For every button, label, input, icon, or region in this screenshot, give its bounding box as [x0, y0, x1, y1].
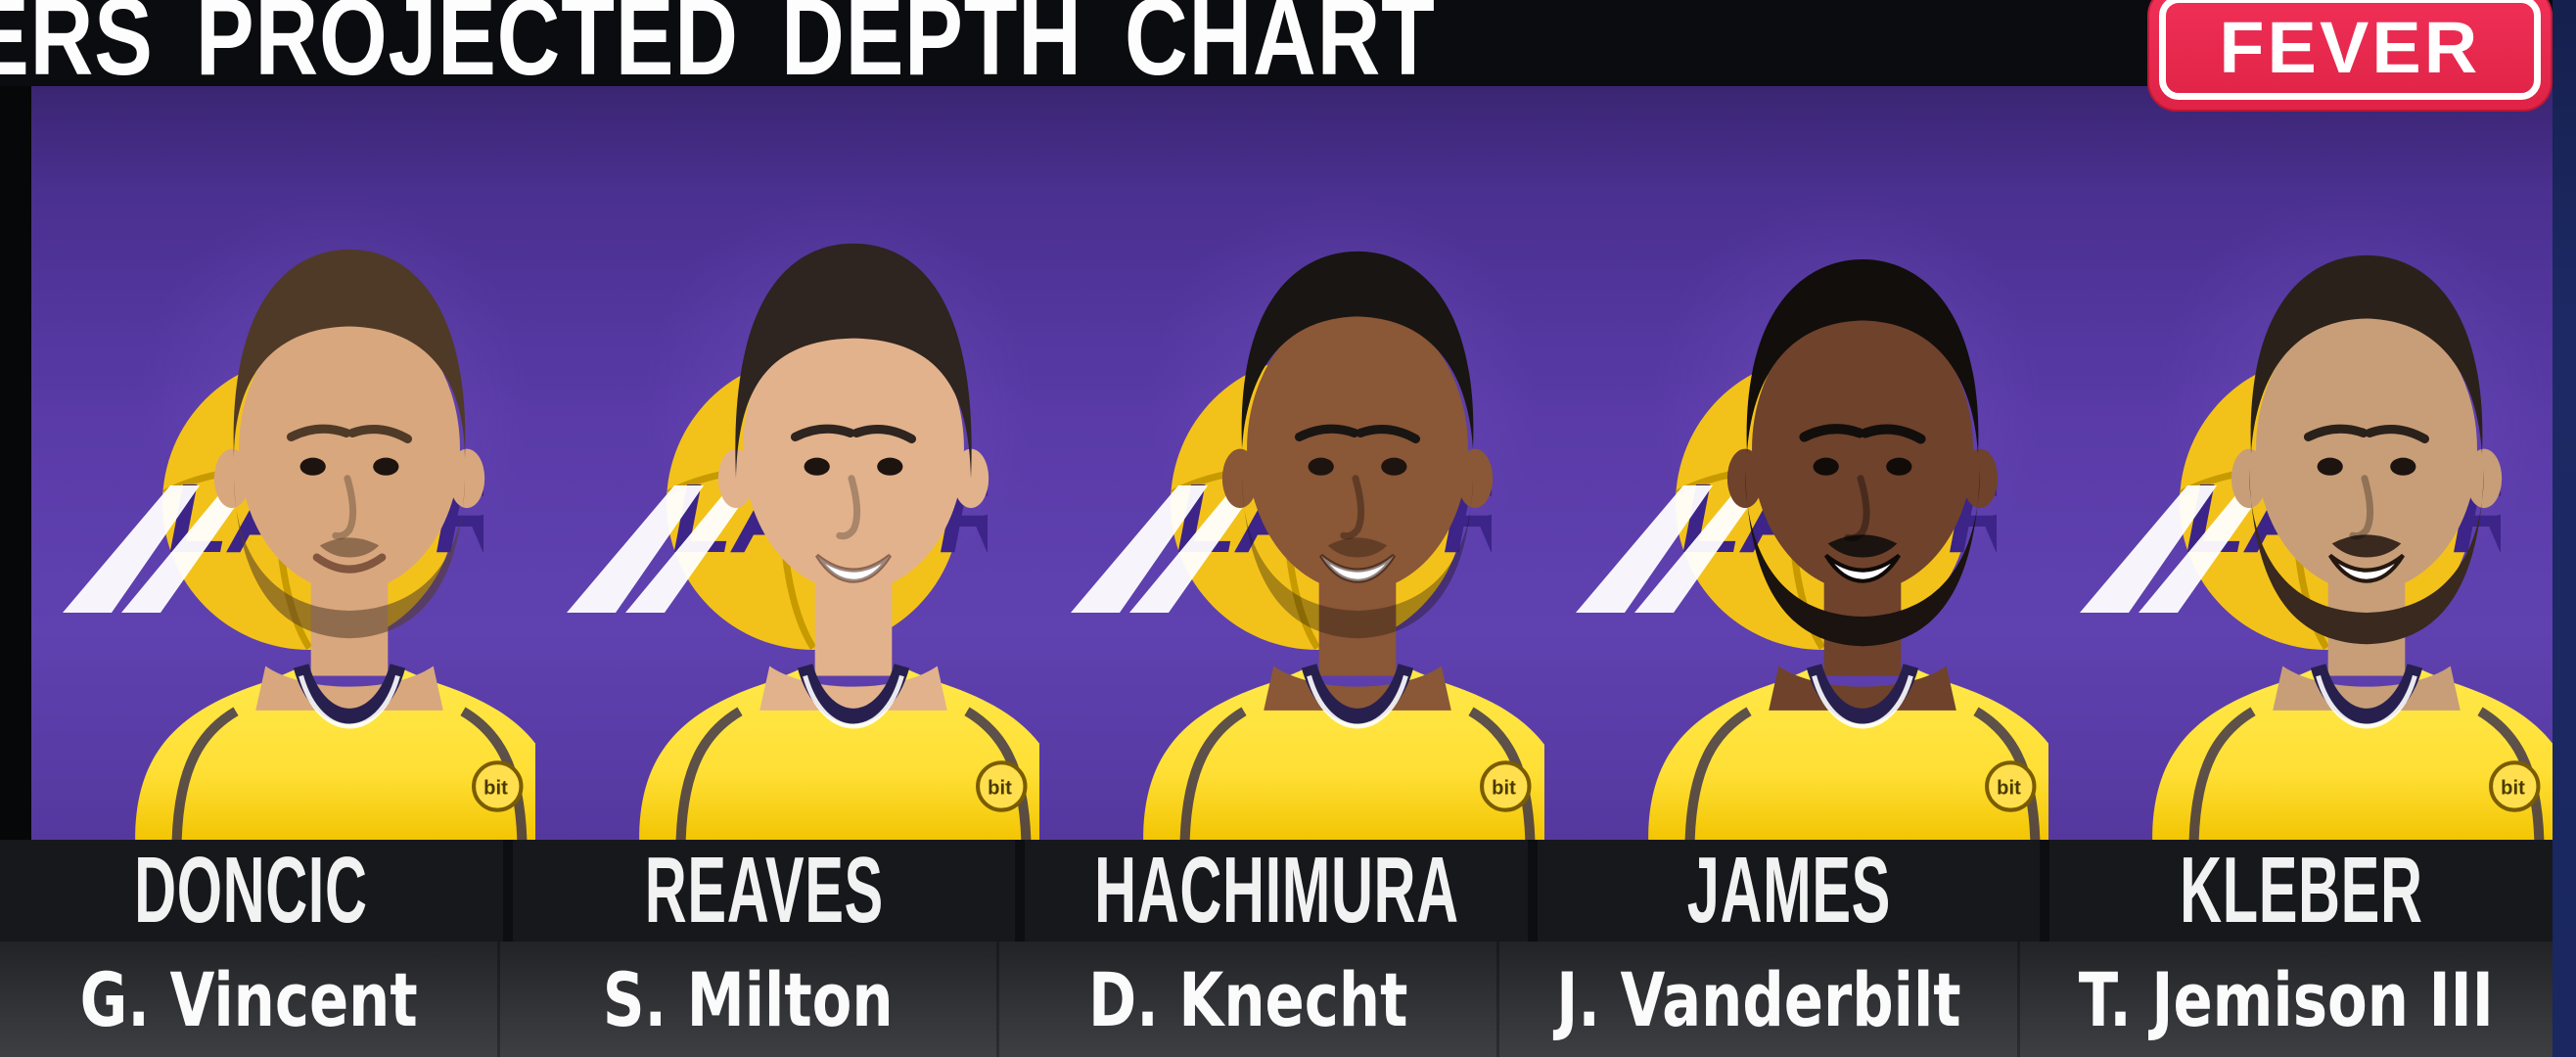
player-panel-reaves: LAKERS bit [535, 86, 1040, 840]
title-bar: ERS PROJECTED DEPTH CHART [0, 0, 2553, 86]
page-title: ERS PROJECTED DEPTH CHART [0, 0, 1436, 86]
player-panel-kleber: LAKERS bit [2047, 86, 2553, 840]
player-photo: bit [135, 249, 536, 840]
second-unit-name: G. Vincent [79, 955, 418, 1043]
player-panel-doncic: LAKERS bit [31, 86, 536, 840]
starters-row: DONCIC REAVES HACHIMURA JAMES KLEBER [0, 840, 2553, 942]
right-edge-strip [2553, 0, 2576, 1057]
player-photo: bit [1143, 251, 1544, 840]
svg-text:bit: bit [483, 778, 508, 800]
photo-row: LAKERS bit [0, 86, 2553, 840]
player-photo: bit [2151, 254, 2553, 840]
svg-text:bit: bit [1493, 778, 1517, 800]
svg-text:bit: bit [1997, 778, 2021, 800]
svg-text:bit: bit [2501, 778, 2525, 800]
fever-badge: FEVER [2147, 0, 2553, 112]
second-unit-name: D. Knecht [996, 942, 1496, 1057]
starter-name-doncic: DONCIC [0, 840, 503, 942]
second-unit-row: G. Vincent S. Milton D. Knecht J. Vander… [0, 942, 2553, 1057]
fever-badge-border: FEVER [2159, 0, 2541, 100]
second-unit-name: T. Jemison III [2017, 942, 2553, 1057]
svg-text:bit: bit [988, 778, 1012, 800]
second-unit-name: J. Vanderbilt [1495, 942, 2018, 1057]
starter-name-reaves: REAVES [512, 840, 1016, 942]
player-photo: bit [1647, 258, 2048, 840]
second-unit-name: S. Milton [496, 942, 997, 1057]
player-photo: bit [639, 243, 1040, 840]
starter-name-james: JAMES [1537, 840, 2041, 942]
starter-name-hachimura: HACHIMURA [1025, 840, 1528, 942]
player-panel-james: LAKERS bit [1543, 86, 2048, 840]
player-panel-hachimura: LAKERS bit [1039, 86, 1544, 840]
starter-name-kleber: KLEBER [2049, 840, 2553, 942]
fever-label: FEVER [2219, 7, 2481, 88]
